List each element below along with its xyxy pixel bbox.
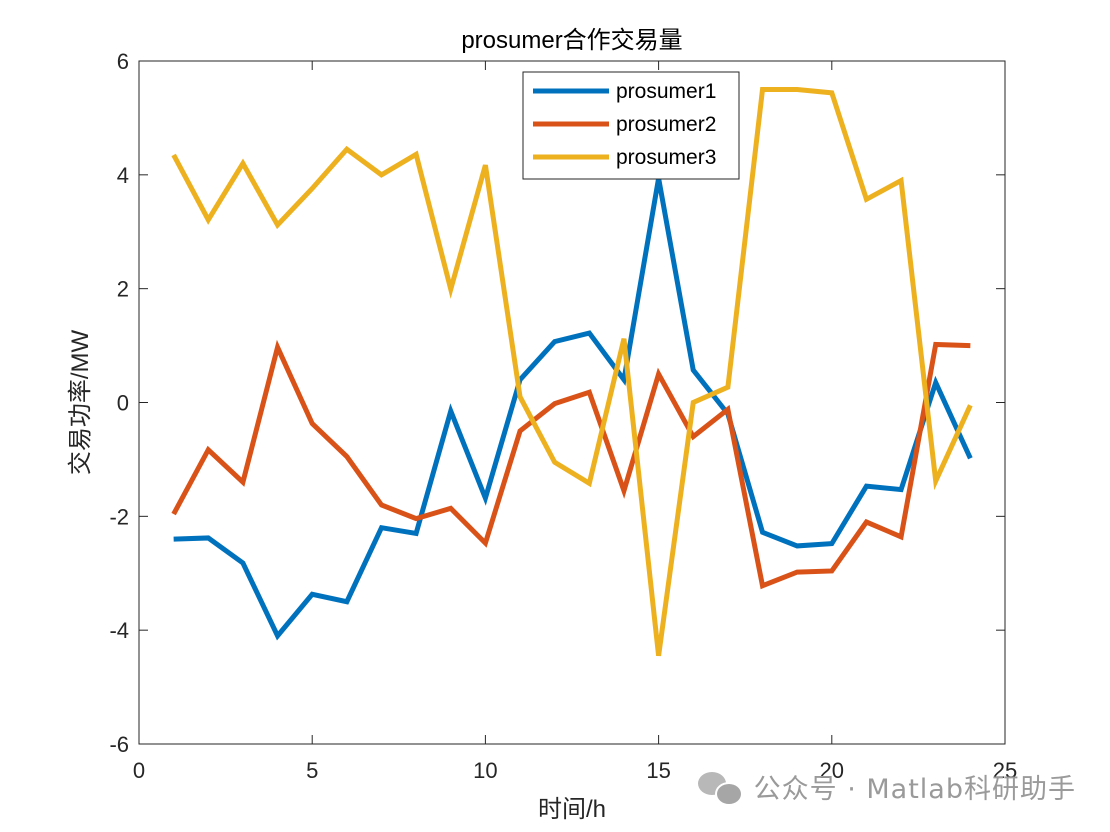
y-tick-label: -4 [109,618,129,643]
axis-ticks: 0 5 10 15 20 25 -6 -4 -2 0 2 4 6 [109,49,1017,783]
y-tick-label: -2 [109,504,129,529]
y-axis-label: 交易功率/MW [67,329,94,475]
legend-label-prosumer1: prosumer1 [616,80,716,103]
x-tick-label: 5 [306,758,318,783]
y-tick-label: 6 [117,49,129,74]
x-tick-label: 15 [646,758,670,783]
series-line-prosumer3 [171,86,973,657]
y-tick-label: 4 [117,163,129,188]
series-line-prosumer1 [173,177,973,641]
x-tick-label: 20 [820,758,844,783]
legend-label-prosumer3: prosumer3 [616,146,716,169]
series-line-prosumer2 [171,339,971,590]
x-tick-label: 0 [133,758,145,783]
wechat-icon [697,770,743,806]
legend: prosumer1 prosumer2 prosumer3 [522,71,740,180]
y-tick-label: -6 [109,732,129,757]
y-tick-label: 2 [117,277,129,302]
watermark: 公众号 · Matlab科研助手 [697,767,1076,806]
chart-title: prosumer合作交易量 [461,27,682,54]
x-tick-label: 25 [993,758,1017,783]
x-axis-label: 时间/h [538,796,606,823]
legend-label-prosumer2: prosumer2 [616,113,716,136]
y-tick-label: 0 [117,391,129,416]
watermark-text: 公众号 · Matlab科研助手 [753,774,1076,805]
series-layer [171,86,973,657]
x-tick-label: 10 [473,758,497,783]
